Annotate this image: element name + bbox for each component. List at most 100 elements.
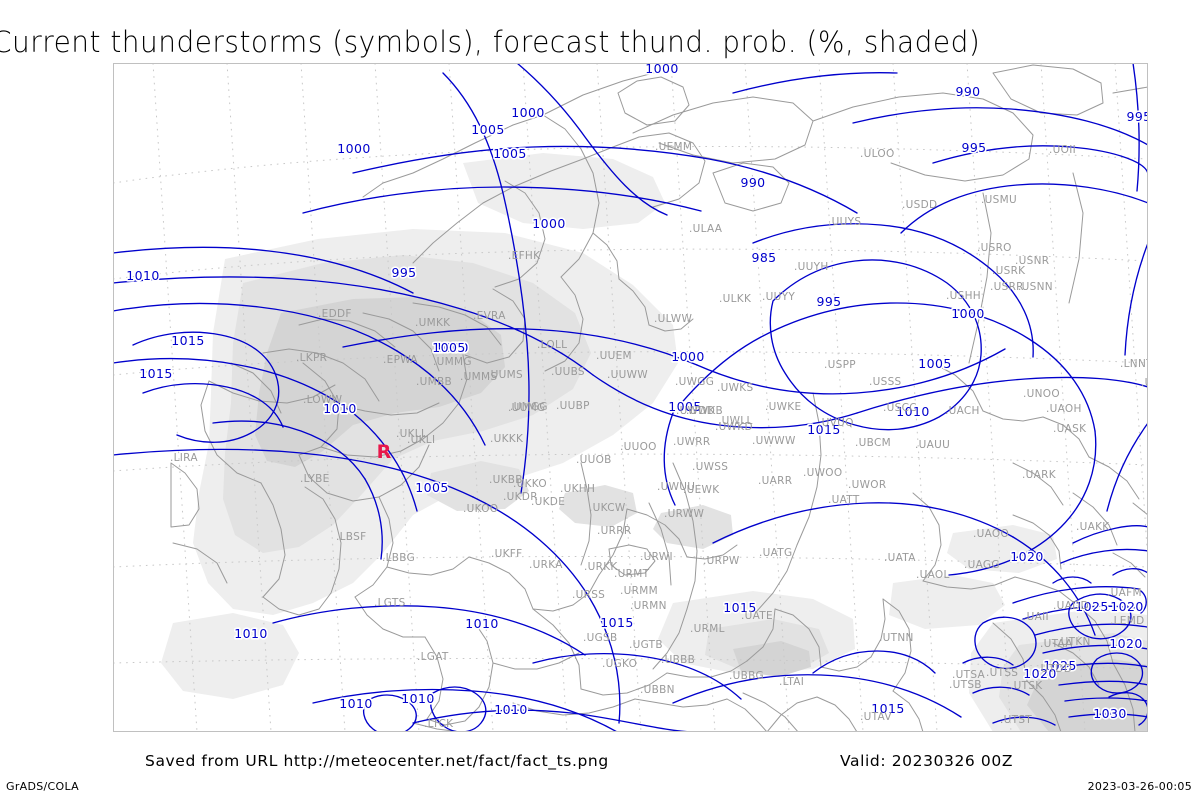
- station-label: .UWSS: [692, 461, 728, 473]
- station-label: .UUYH: [794, 261, 829, 273]
- station-label: .UKFF: [491, 548, 523, 560]
- station-label: .UMGG: [510, 401, 548, 413]
- station-label: .UBBN: [640, 684, 675, 696]
- station-label: .UUWW: [607, 369, 648, 381]
- station-label: .UNOO: [1023, 388, 1060, 400]
- station-label: .USNN: [1018, 281, 1053, 293]
- station-label: .UKOO: [463, 503, 498, 515]
- station-label: .UWOO: [803, 467, 842, 479]
- station-label: .UMBB: [416, 376, 452, 388]
- station-label: .UAGG: [964, 559, 1000, 571]
- map-frame-border: [113, 63, 1148, 732]
- station-label: .UAKK: [1076, 521, 1110, 533]
- station-label: .URWW: [664, 508, 704, 520]
- isobar-label: 1005: [415, 480, 448, 495]
- station-label: .UGSB: [583, 632, 618, 644]
- station-label: .LOLL: [537, 339, 567, 351]
- isobar-label: 1015: [600, 615, 633, 630]
- station-label: .UWRR: [673, 436, 711, 448]
- station-label: .URMN: [630, 600, 667, 612]
- station-label: .USNR: [1015, 255, 1049, 267]
- isobar-label: 1020: [1109, 636, 1142, 651]
- isobar-label: 1015: [807, 422, 840, 437]
- station-label: .UEWK: [683, 484, 720, 496]
- isobar-label: 985: [751, 250, 776, 265]
- station-label: .UUOO: [620, 441, 657, 453]
- station-label: .UAOH: [1046, 403, 1082, 415]
- station-label: .UWKB: [686, 405, 723, 417]
- station-label: .UKKK: [490, 433, 524, 445]
- coastlines-and-borders: [170, 64, 1148, 732]
- station-label: .USRR: [990, 281, 1024, 293]
- station-label: .UOII: [1049, 144, 1076, 156]
- station-label: .UUMS: [487, 369, 523, 381]
- valid-time-label: Valid: 20230326 00Z: [840, 752, 1014, 770]
- station-label: .UTSK: [1010, 680, 1043, 692]
- storm-glyph: R: [377, 441, 392, 463]
- isobar-label: 1010: [323, 401, 356, 416]
- station-label: .USRK: [992, 265, 1026, 277]
- station-labels: .UEMM .ULOO .UOII .USMU .ULAA .USDD .EFHK .USRO…: [170, 141, 1148, 730]
- station-label: .UTSA: [952, 669, 985, 681]
- isobar-label: 1010: [494, 702, 527, 717]
- station-label: .EPWA: [383, 354, 418, 366]
- isobar-label: 995: [1126, 109, 1148, 124]
- isobar-label: 1000: [671, 349, 704, 364]
- isobar-label: 1010: [126, 268, 159, 283]
- isobar-label: 1000: [435, 340, 468, 355]
- thunderstorm-symbol: R: [377, 441, 392, 463]
- station-label: .UAOL: [916, 569, 950, 581]
- station-label: .UAUU: [915, 439, 950, 451]
- station-label: .UAII: [1023, 611, 1049, 623]
- station-label: .UTDD: [1037, 663, 1072, 675]
- station-label: .EDDF: [318, 308, 352, 320]
- station-label: .UATE: [741, 610, 773, 622]
- station-label: .LOWW: [303, 394, 343, 406]
- station-label: .UEMM: [655, 141, 692, 153]
- station-label: .LGTS: [374, 597, 406, 609]
- saved-from-url-label: Saved from URL http://meteocenter.net/fa…: [145, 752, 609, 770]
- station-label: .UWKS: [717, 382, 753, 394]
- station-label: .UWOR: [848, 479, 886, 491]
- isobar-label: 1005: [471, 122, 504, 137]
- station-label: .LTCK: [424, 718, 454, 730]
- station-label: .UKLL: [396, 428, 427, 440]
- station-label: .UUMG: [508, 402, 545, 414]
- isobar-label: 1015: [171, 333, 204, 348]
- station-label: .LNNT: [1120, 358, 1148, 370]
- station-label: .UWDD: [676, 405, 715, 417]
- isobar-label: 1000: [645, 63, 678, 76]
- map-canvas[interactable]: 1000 1005 1000 1000 1005 990 990 995 995 1000 985 9…: [113, 63, 1148, 732]
- isobar-label: 1010: [339, 696, 372, 711]
- station-label: .UAOO: [973, 528, 1009, 540]
- isobar-label: 995: [816, 294, 841, 309]
- station-label: .UATA: [884, 552, 916, 564]
- station-label: .UMMS: [460, 371, 497, 383]
- isobar-label: 990: [740, 175, 765, 190]
- station-label: .UTST: [1000, 714, 1032, 726]
- station-label: .LBSF: [336, 531, 366, 543]
- isobar-label: 995: [391, 265, 416, 280]
- station-label: .URSS: [572, 589, 605, 601]
- station-label: .UBBB: [661, 654, 695, 666]
- station-label: .LYBE: [300, 473, 330, 485]
- station-label: .LKPR: [296, 352, 327, 364]
- station-label: .UGTB: [629, 639, 663, 651]
- isobar-label: 1005: [668, 399, 701, 414]
- station-label: .URKA: [529, 559, 563, 571]
- station-label: .ULWW: [654, 313, 692, 325]
- isobar-label: 1005: [918, 356, 951, 371]
- isobar-label: 1030: [1093, 706, 1126, 721]
- isobar-label: 1020: [1110, 599, 1143, 614]
- station-label: .UKKO: [513, 478, 547, 490]
- station-label: .USHH: [946, 290, 981, 302]
- station-label: .URMM: [620, 585, 658, 597]
- station-label: .UATT: [828, 494, 860, 506]
- station-label: .UTSB: [949, 679, 982, 691]
- station-label: .UUEM: [596, 350, 632, 362]
- isobar-label: 1015: [723, 600, 756, 615]
- station-label: .UTNN: [879, 632, 914, 644]
